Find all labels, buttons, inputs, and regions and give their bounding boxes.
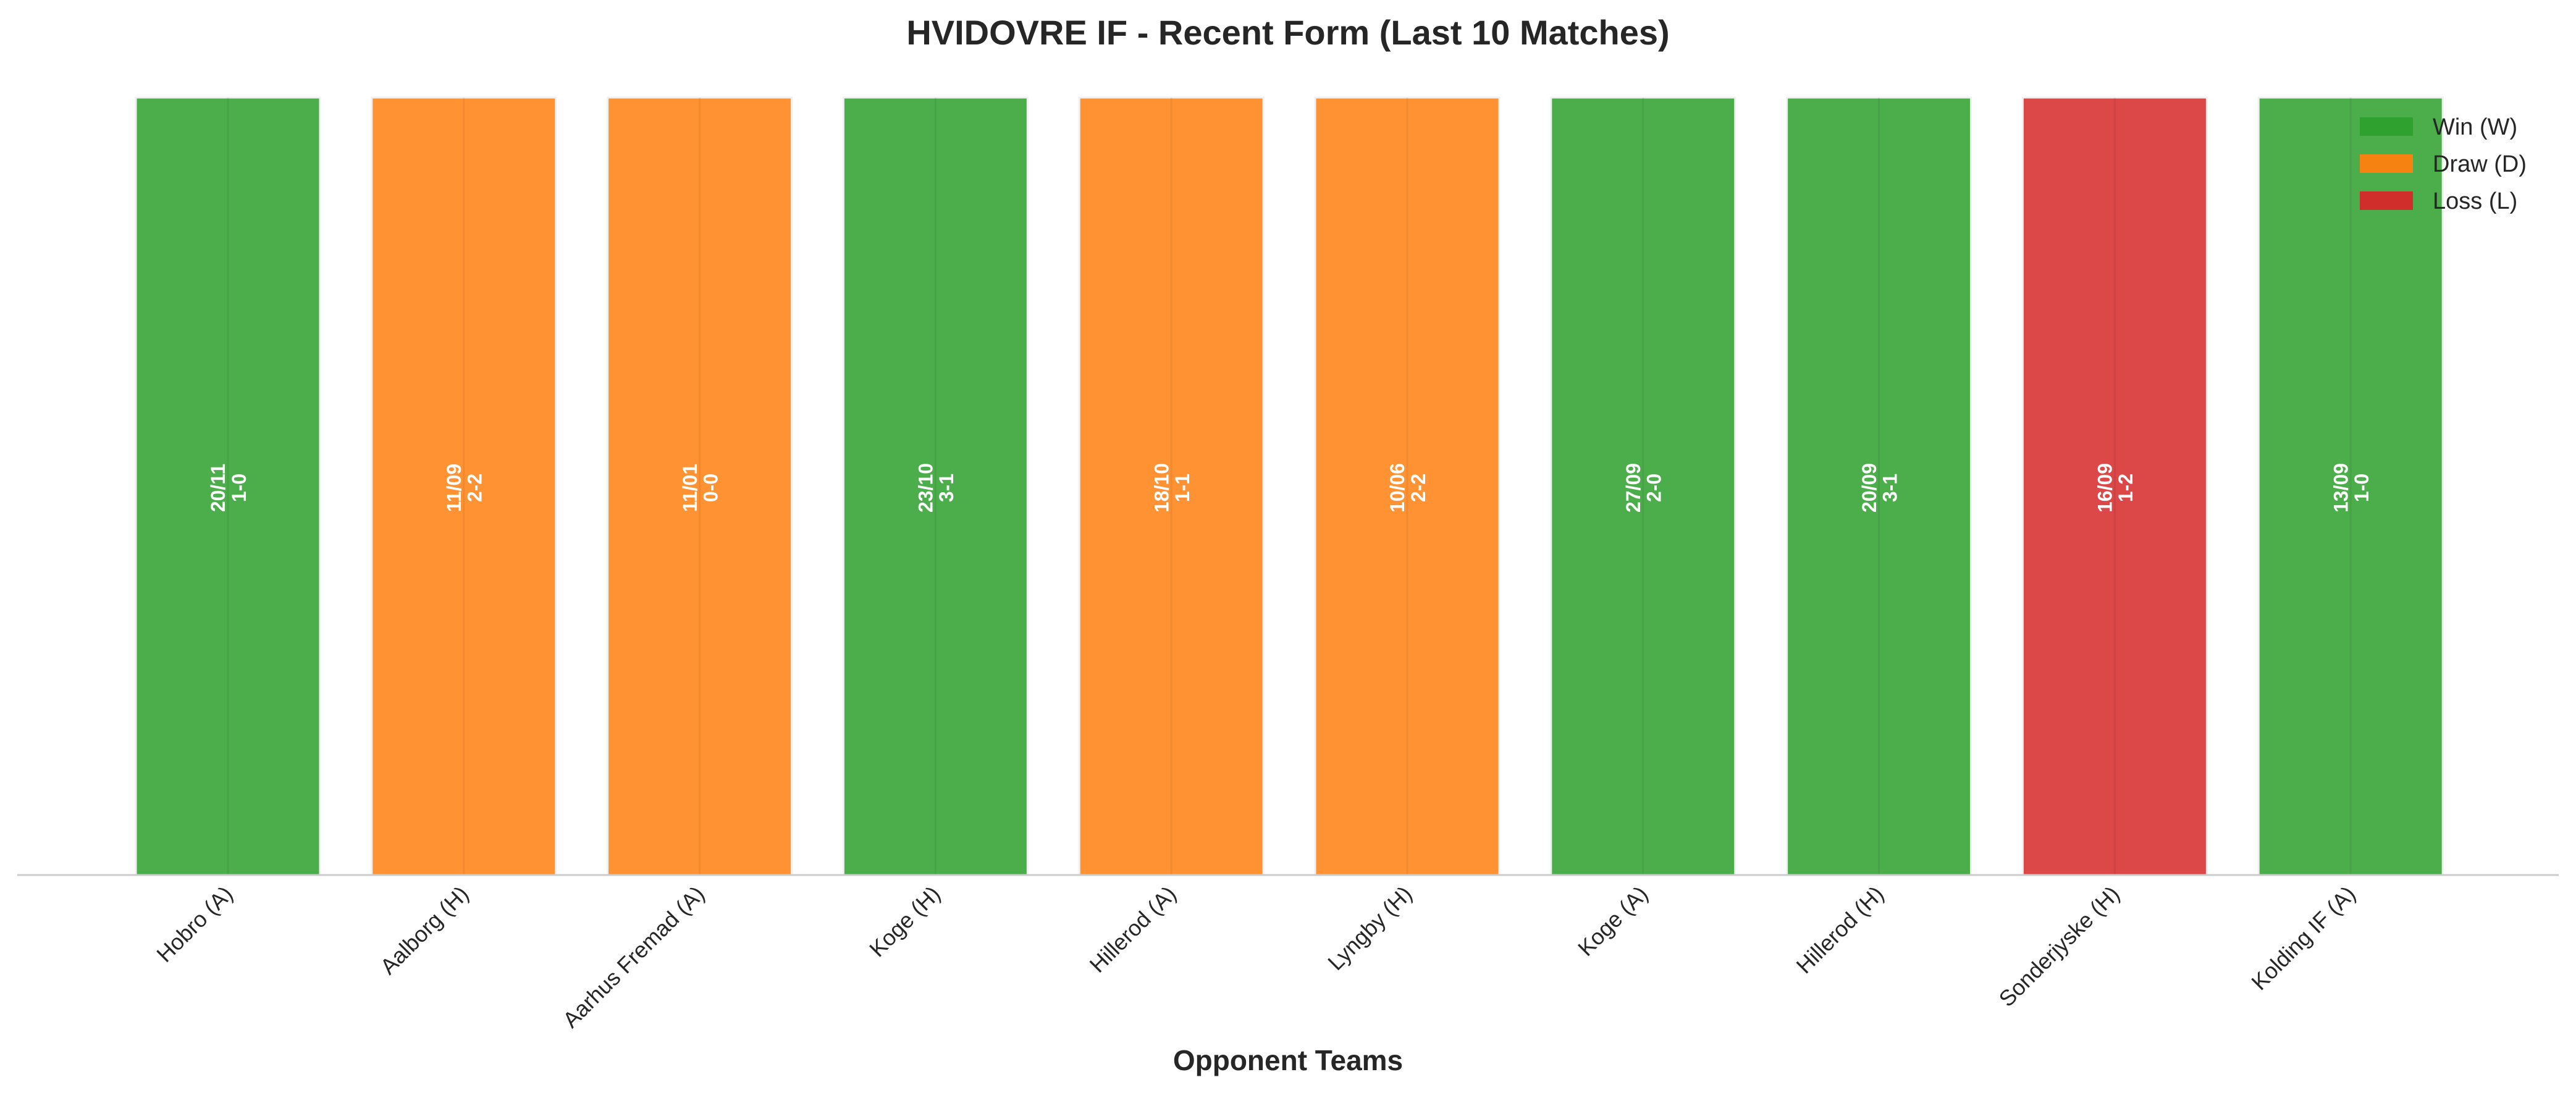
legend-swatch-l (2360, 191, 2413, 210)
bar-6 (1314, 96, 1501, 876)
x-tick-label-7: Koge (A) (1573, 881, 1652, 961)
bar-date-label: 23/10 (915, 463, 937, 513)
bar-score-label: 2-2 (1407, 474, 1429, 502)
legend: Win (W) Draw (D) Loss (L) (2360, 114, 2527, 214)
x-tick-label-2: Aalborg (H) (375, 881, 473, 979)
x-tick-label-8: Hillerod (H) (1791, 881, 1889, 979)
bar-label-4: 23/103-1 (915, 463, 958, 513)
x-tick-label-9: Sonderjyske (H) (1994, 881, 2124, 1011)
bar-label-8: 20/093-1 (1858, 463, 1901, 513)
x-tick-labels: Hobro (A) Aalborg (H) Aarhus Fremad (A) Kog… (151, 881, 2360, 1032)
bar-label-6: 10/062-2 (1386, 463, 1429, 513)
bar-4 (842, 96, 1029, 876)
bar-label-5: 18/101-1 (1150, 463, 1193, 513)
bar-date-label: 10/06 (1386, 463, 1408, 513)
x-tick-label-1: Hobro (A) (151, 881, 237, 967)
bar-1 (135, 96, 321, 876)
bar-label-3: 11/010-0 (679, 464, 722, 512)
bar-date-label: 13/09 (2330, 463, 2352, 513)
bar-date-label: 18/10 (1150, 463, 1172, 513)
bar-score-label: 1-0 (2351, 474, 2373, 502)
x-tick-label-5: Hillerod (A) (1085, 881, 1181, 978)
x-axis-label: Opponent Teams (1173, 1044, 1403, 1076)
chart-title: HVIDOVRE IF - Recent Form (Last 10 Match… (906, 13, 1669, 52)
x-tick-label-4: Koge (H) (864, 881, 945, 962)
x-tick-label-6: Lyngby (H) (1323, 881, 1417, 976)
bar-score-label: 1-0 (228, 474, 250, 502)
bar-label-7: 27/092-0 (1622, 463, 1665, 513)
bar-3 (607, 96, 793, 876)
x-tick-label-3: Aarhus Fremad (A) (558, 881, 709, 1032)
bar-score-label: 3-1 (935, 474, 958, 502)
bar-label-2: 11/092-2 (443, 464, 486, 512)
bars-group: 20/111-0 11/092-2 11/010-0 23/103-1 18/101-1… (135, 96, 2444, 876)
legend-label-l: Loss (L) (2433, 188, 2517, 214)
bar-2 (371, 96, 557, 876)
bar-date-label: 27/09 (1622, 463, 1644, 513)
x-tick-label-10: Kolding IF (A) (2246, 881, 2360, 995)
bar-date-label: 20/09 (1858, 463, 1880, 513)
bar-date-label: 16/09 (2094, 463, 2116, 513)
bar-date-label: 11/09 (443, 464, 465, 512)
bar-score-label: 3-1 (1879, 474, 1901, 502)
bar-score-label: 1-1 (1171, 474, 1193, 502)
bar-7 (1550, 96, 1736, 876)
bar-10 (2257, 96, 2444, 876)
bar-score-label: 2-0 (1643, 474, 1665, 502)
bar-date-label: 11/01 (679, 464, 701, 512)
bar-score-label: 2-2 (464, 474, 486, 502)
bar-label-10: 13/091-0 (2330, 463, 2373, 513)
bar-score-label: 1-2 (2115, 474, 2137, 502)
legend-swatch-w (2360, 117, 2413, 136)
bar-label-9: 16/091-2 (2094, 463, 2137, 513)
bar-label-1: 20/111-0 (207, 464, 250, 512)
bar-5 (1078, 96, 1265, 876)
bar-score-label: 0-0 (699, 474, 722, 502)
bar-date-label: 20/11 (207, 464, 229, 512)
legend-label-d: Draw (D) (2433, 151, 2527, 177)
legend-label-w: Win (W) (2433, 114, 2517, 140)
legend-swatch-d (2360, 154, 2413, 173)
